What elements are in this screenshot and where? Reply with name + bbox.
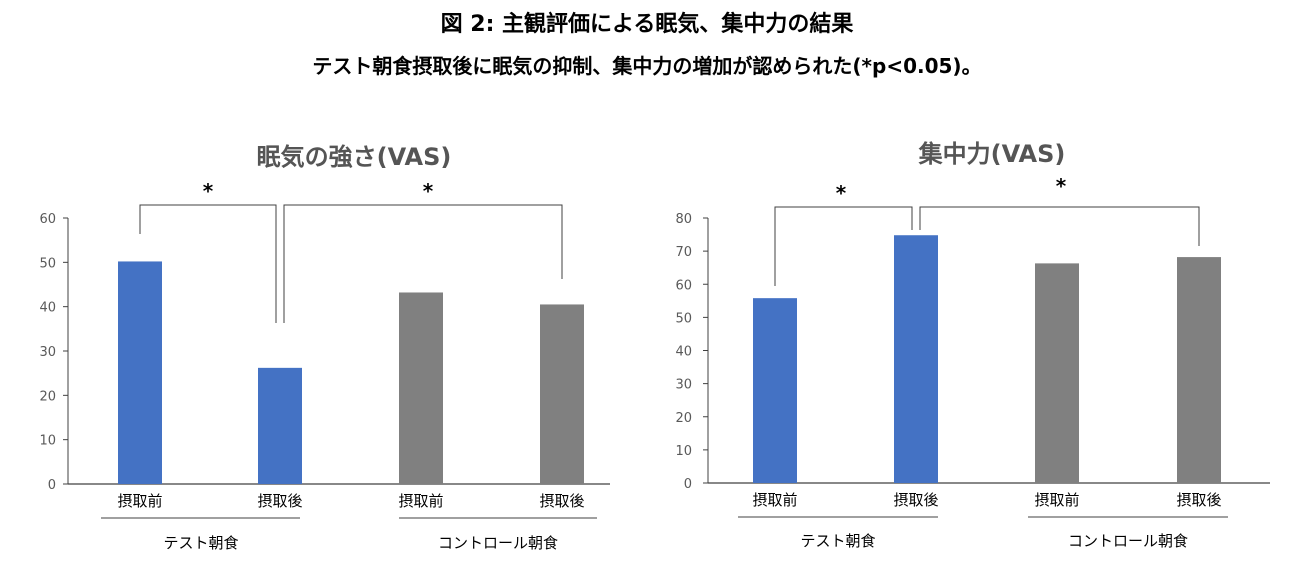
x-category-label: 摂取後 bbox=[257, 492, 302, 510]
bar-4 bbox=[1177, 257, 1221, 483]
x-category-label: 摂取後 bbox=[893, 491, 938, 509]
bar-1 bbox=[118, 261, 162, 484]
bar-3 bbox=[399, 292, 443, 484]
y-tick-label: 20 bbox=[39, 389, 56, 404]
significance-bracket bbox=[919, 206, 1200, 246]
x-category-label: 摂取前 bbox=[117, 492, 162, 510]
group-label: コントロール朝食 bbox=[1068, 532, 1188, 550]
y-tick-label: 0 bbox=[48, 478, 56, 493]
significance-bracket bbox=[283, 204, 563, 323]
y-tick-label: 70 bbox=[675, 245, 692, 260]
y-tick-label: 40 bbox=[39, 301, 56, 316]
y-tick-label: 10 bbox=[675, 444, 692, 459]
y-tick-label: 50 bbox=[39, 256, 56, 271]
x-category-label: 摂取前 bbox=[1034, 491, 1079, 509]
bar-2 bbox=[258, 367, 302, 484]
x-category-label: 摂取後 bbox=[1176, 491, 1221, 509]
group-label: コントロール朝食 bbox=[438, 534, 558, 552]
bar-1 bbox=[753, 298, 797, 483]
bar-3 bbox=[1035, 263, 1079, 483]
figure-subtitle: テスト朝食摂取後に眠気の抑制、集中力の増加が認められた(*p<0.05)。 bbox=[312, 54, 982, 78]
y-tick-label: 80 bbox=[675, 212, 692, 227]
figure-title: 図 2: 主観評価による眠気、集中力の結果 bbox=[440, 12, 854, 37]
bar-2 bbox=[894, 235, 938, 483]
y-tick-label: 30 bbox=[675, 378, 692, 393]
group-label: テスト朝食 bbox=[800, 532, 875, 550]
significance-bracket bbox=[774, 206, 913, 286]
sleepiness-chart: 眠気の強さ(VAS) 0 10 20 30 40 50 60 摂取前 摂取後 摂取前 摂取後テスト朝食… bbox=[39, 143, 610, 552]
y-tick-label: 30 bbox=[39, 345, 56, 360]
significance-bracket bbox=[139, 204, 277, 323]
chart-title: 集中力(VAS) bbox=[918, 140, 1066, 168]
group-label: テスト朝食 bbox=[163, 534, 238, 552]
x-category-label: 摂取前 bbox=[398, 492, 443, 510]
y-tick-label: 60 bbox=[39, 212, 56, 227]
x-category-label: 摂取前 bbox=[752, 491, 797, 509]
y-tick-label: 20 bbox=[675, 411, 692, 426]
y-tick-label: 60 bbox=[675, 278, 692, 293]
y-tick-label: 50 bbox=[675, 311, 692, 326]
significance-star: * bbox=[423, 179, 434, 203]
bar-4 bbox=[540, 304, 584, 484]
y-tick-label: 40 bbox=[675, 345, 692, 360]
significance-star: * bbox=[203, 179, 214, 203]
chart-title: 眠気の強さ(VAS) bbox=[257, 143, 452, 171]
significance-star: * bbox=[836, 181, 847, 205]
y-tick-label: 10 bbox=[39, 434, 56, 449]
significance-star: * bbox=[1056, 174, 1067, 198]
x-category-label: 摂取後 bbox=[539, 492, 584, 510]
y-tick-label: 0 bbox=[684, 477, 692, 492]
